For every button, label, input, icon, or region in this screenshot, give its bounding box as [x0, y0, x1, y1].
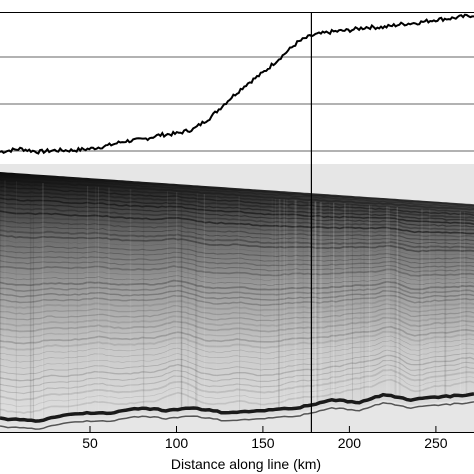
internal-layer-14	[0, 225, 474, 245]
top-panel-frame	[0, 12, 474, 164]
internal-layer-29	[0, 298, 474, 312]
internal-layer-36	[0, 330, 474, 351]
internal-layer-4	[0, 182, 474, 214]
internal-layer-15	[0, 229, 474, 249]
internal-layer-44	[0, 368, 474, 401]
internal-layer-7	[0, 193, 474, 222]
x-tick-label-200: 200	[338, 435, 362, 451]
internal-layer-10	[0, 206, 474, 231]
internal-layer-46	[0, 378, 474, 414]
internal-layer-40	[0, 349, 474, 375]
internal-layer-28	[0, 294, 474, 306]
internal-layer-18	[0, 245, 474, 260]
x-axis-label: Distance along line (km)	[171, 456, 321, 472]
internal-layer-42	[0, 359, 474, 388]
x-axis-ticks: 50 100 150 200 250	[82, 426, 448, 451]
internal-layer-5	[0, 185, 474, 216]
internal-layer-31	[0, 307, 474, 322]
internal-layer-13	[0, 219, 474, 242]
internal-layer-24	[0, 275, 474, 286]
internal-layer-39	[0, 345, 474, 369]
internal-layer-6	[0, 189, 474, 219]
internal-layer-25	[0, 279, 474, 291]
internal-layer-45	[0, 374, 474, 407]
internal-layer-19	[0, 250, 474, 264]
internal-layer-26	[0, 284, 474, 296]
internal-layer-1	[0, 173, 474, 207]
internal-layer-9	[0, 202, 474, 228]
internal-layer-17	[0, 239, 474, 256]
internal-layer-37	[0, 335, 474, 357]
x-tick-label-100: 100	[165, 435, 189, 451]
radargram-vertical-streaks	[0, 180, 468, 421]
internal-layer-35	[0, 325, 474, 345]
internal-layer-2	[0, 176, 474, 209]
top-panel-gridlines	[0, 56, 474, 152]
x-tick-label-250: 250	[424, 435, 448, 451]
radargram-internal-layers	[0, 173, 474, 414]
internal-layer-30	[0, 303, 474, 317]
internal-layer-16	[0, 234, 474, 253]
radargram-panel	[0, 164, 474, 432]
internal-layer-3	[0, 178, 474, 211]
internal-layer-38	[0, 340, 474, 363]
internal-layer-8	[0, 197, 474, 225]
internal-layer-22	[0, 265, 474, 277]
top-panel	[0, 12, 474, 164]
internal-layer-32	[0, 312, 474, 327]
internal-layer-34	[0, 321, 474, 339]
internal-layer-12	[0, 215, 474, 238]
elevation-profile-line	[0, 13, 474, 155]
x-tick-label-50: 50	[82, 435, 98, 451]
internal-layer-33	[0, 316, 474, 333]
internal-layer-43	[0, 364, 474, 395]
radargram-bedrock-reflector	[0, 392, 474, 423]
internal-layer-23	[0, 270, 474, 281]
internal-layer-11	[0, 210, 474, 235]
internal-layer-41	[0, 354, 474, 382]
internal-layer-21	[0, 260, 474, 273]
internal-layer-20	[0, 254, 474, 269]
radargram-bedrock-reflector-lower	[0, 401, 474, 430]
x-tick-label-150: 150	[251, 435, 275, 451]
internal-layer-27	[0, 289, 474, 301]
